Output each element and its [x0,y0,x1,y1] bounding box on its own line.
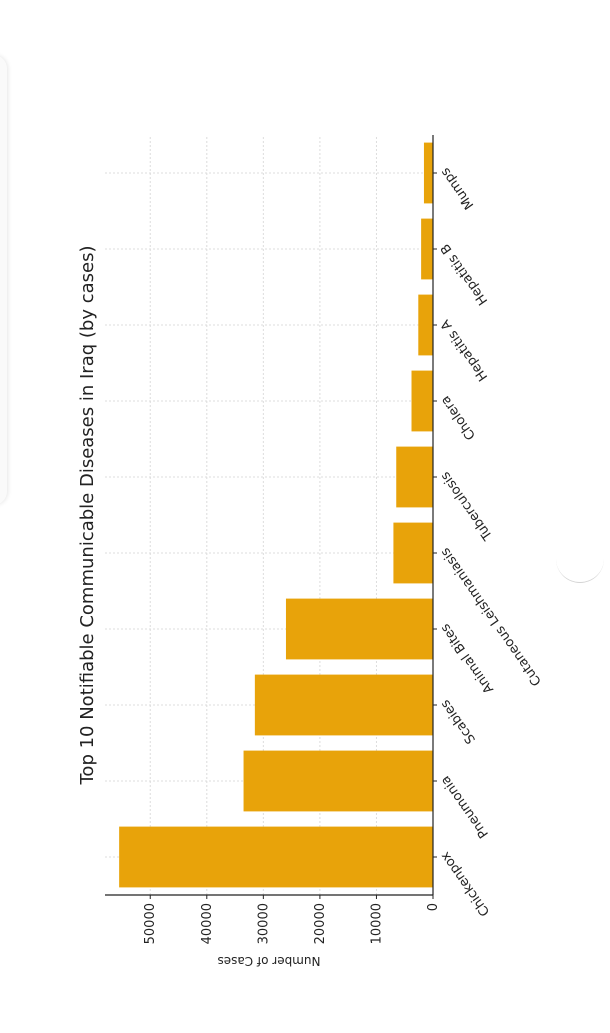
chart-plot-area: 0 10000 20000 30000 40000 50000 Chickenpox Pneu… [77,135,545,968]
category-tick-label: Tuberculosis [438,469,497,544]
category-tick-label: Chickenpox [438,848,493,918]
category-tick-label: Scabies [438,697,479,747]
bar-cutaneous-leishmaniasis [393,522,433,584]
bar-hepatitis-a [418,294,433,356]
bar-pneumonia [243,750,433,812]
axes [105,135,437,899]
bar-cholera [411,370,433,432]
value-tick-label: 50000 [143,903,158,944]
page-curl-mark [556,548,604,583]
value-tick-label: 0 [426,903,441,911]
category-tick-label: Cholera [438,393,479,443]
value-tick-label: 30000 [256,903,271,944]
bar-chickenpox [119,826,433,888]
bar-mumps [423,142,433,204]
bar-animal-bites [285,598,433,660]
category-tick-label: Mumps [438,165,477,212]
chart-title: Top 10 Notifiable Communicable Diseases … [77,246,98,786]
bar-tuberculosis [396,446,434,508]
category-tick-label: Pneumonia [438,773,492,841]
bar-scabies [254,674,433,736]
value-tick-label: 20000 [313,903,328,944]
value-tick-label: 10000 [369,903,384,944]
bar-series [119,142,434,888]
category-tick-label: Cutaneous Leishmaniasis [438,545,545,689]
value-tick-label: 40000 [200,903,215,944]
card-edge [0,55,7,505]
category-tick-label: Animal Bites [438,621,497,697]
bar-hepatitis-b [421,218,434,280]
category-tick-label: Hepatitis A [438,317,491,384]
category-tick-label: Hepatitis B [438,241,491,308]
x-axis-label: Number of Cases [217,954,320,968]
